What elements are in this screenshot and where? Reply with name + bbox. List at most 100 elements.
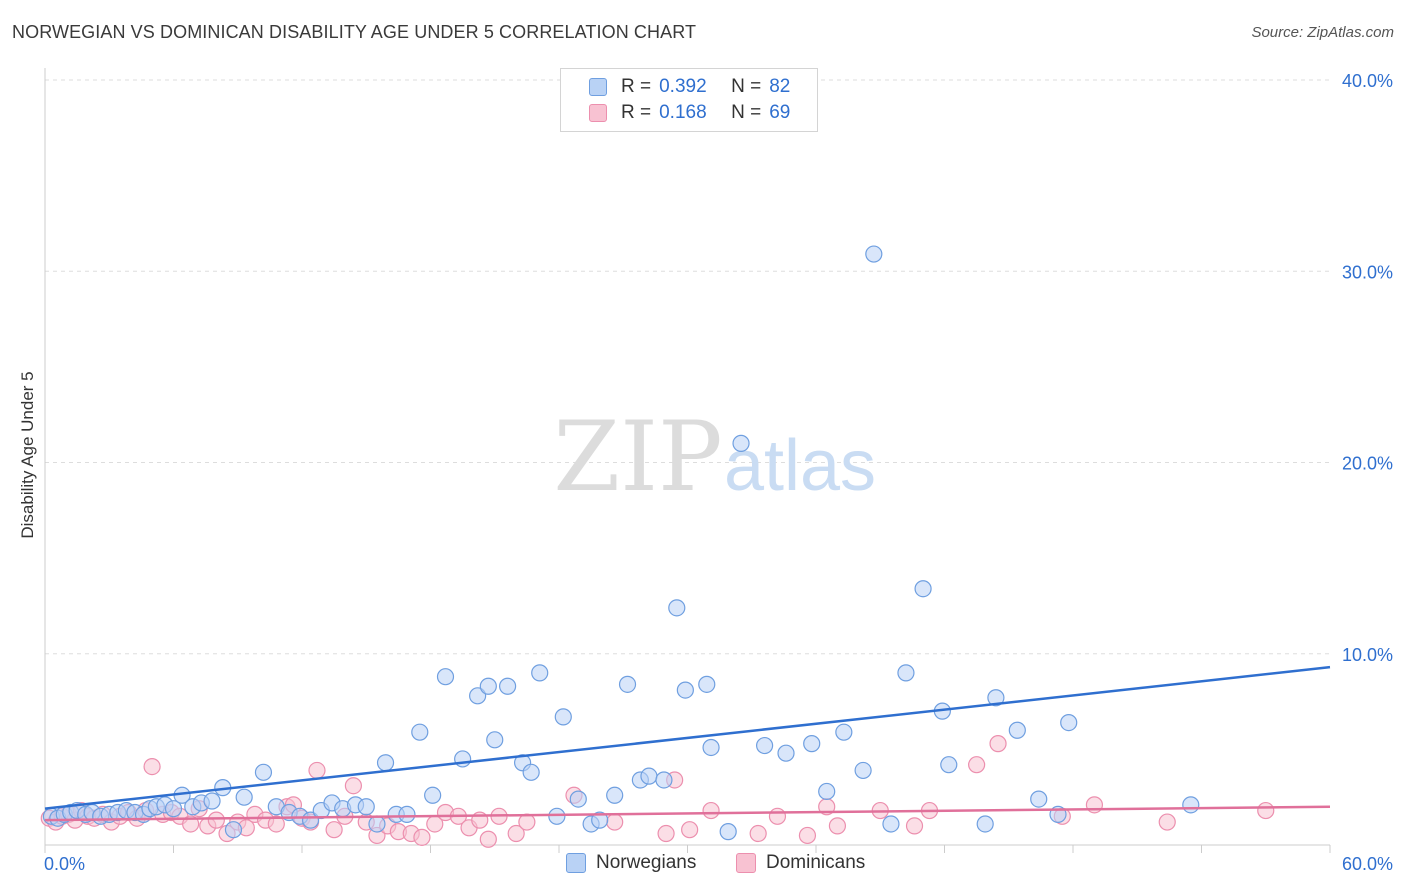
dominican-point <box>657 824 675 843</box>
norwegian-point <box>569 790 587 808</box>
norwegian-point <box>606 786 624 804</box>
norwegian-point <box>591 811 609 829</box>
dominican-point <box>267 815 285 833</box>
norwegian-point <box>1060 713 1078 732</box>
dominican-point <box>1257 801 1275 820</box>
r-value: 0.168 <box>659 102 707 123</box>
norwegian-point <box>376 754 395 772</box>
dominican-point <box>507 824 525 843</box>
axes <box>44 68 1331 853</box>
norwegian-point <box>865 245 883 263</box>
norwegian-point <box>368 815 386 833</box>
norwegian-point <box>897 664 915 682</box>
y-axis-label: Disability Age Under 5 <box>18 371 37 538</box>
norwegian-point <box>424 786 442 804</box>
tick-labels: 10.0% 20.0% 30.0% 40.0% 0.0% 60.0% <box>44 71 1393 874</box>
source-label: Source: ZipAtlas.com <box>1251 24 1394 41</box>
dominican-point <box>207 811 225 829</box>
norwegian-point <box>164 800 183 818</box>
norwegian-swatch <box>566 853 586 873</box>
norwegian-point <box>882 815 900 833</box>
norwegian-point <box>203 792 221 810</box>
dominican-point <box>702 801 720 820</box>
legend-label-norwegians: Norwegians <box>596 852 697 873</box>
norwegian-point <box>224 821 243 839</box>
correlation-legend: R = 0.392 N = 82 R = 0.168 N = 69 <box>560 68 818 132</box>
dominican-point <box>681 821 699 839</box>
r-label: R = <box>621 76 652 97</box>
norwegian-point <box>548 807 566 825</box>
y-tick-label: 10.0% <box>1342 645 1393 665</box>
dominican-point <box>798 826 817 845</box>
dominican-point <box>518 813 536 831</box>
norwegian-point <box>499 677 517 695</box>
norwegian-point <box>398 805 416 824</box>
chart-title: NORWEGIAN VS DOMINICAN DISABILITY AGE UN… <box>12 22 697 42</box>
watermark-zip: ZIP <box>553 401 722 513</box>
x-tick-label: 0.0% <box>44 854 85 874</box>
norwegian-point <box>987 689 1005 707</box>
norwegian-point <box>531 664 549 682</box>
legend-item-norwegians[interactable]: Norwegians <box>566 852 696 874</box>
dominican-point <box>1158 813 1176 831</box>
dominican-point <box>325 821 343 839</box>
norwegian-point <box>254 763 273 781</box>
norwegian-point <box>1008 721 1026 739</box>
watermark: ZIP atlas <box>553 401 876 513</box>
norwegian-point <box>719 823 737 841</box>
norwegian-trend-line <box>44 665 1331 810</box>
dominican-point <box>989 735 1007 753</box>
legend-label-dominicans: Dominicans <box>766 852 866 873</box>
norwegian-point <box>357 798 375 816</box>
norwegian-point <box>1182 796 1200 814</box>
norwegian-point <box>698 675 716 693</box>
dominican-point <box>143 757 161 776</box>
dominican-point <box>828 817 847 835</box>
norwegian-point <box>486 731 504 749</box>
dominican-trend-line <box>44 805 1331 822</box>
norwegian-point <box>818 782 836 801</box>
dominican-swatch <box>589 104 607 122</box>
n-label: N = <box>731 76 762 97</box>
dominican-point <box>606 813 624 831</box>
norwegian-point <box>755 736 774 755</box>
gridlines <box>45 79 1330 655</box>
norwegian-point <box>554 708 572 726</box>
legend-row-norwegians: R = 0.392 N = 82 <box>589 76 790 98</box>
n-value: 82 <box>769 76 791 97</box>
r-value: 0.392 <box>659 76 707 97</box>
dominican-point <box>749 824 767 843</box>
norwegian-point <box>436 668 455 686</box>
norwegian-point <box>1030 790 1048 808</box>
dominican-point <box>344 777 362 795</box>
n-value: 69 <box>769 102 791 123</box>
norwegian-point <box>732 434 750 452</box>
norwegian-swatch <box>589 78 607 96</box>
legend-row-dominicans: R = 0.168 N = 69 <box>589 102 790 124</box>
trend-lines <box>44 665 1331 822</box>
watermark-atlas: atlas <box>724 426 876 506</box>
legend-item-dominicans[interactable]: Dominicans <box>736 852 865 874</box>
norwegian-points <box>42 245 1200 841</box>
dominican-point <box>968 756 986 774</box>
dominican-point <box>479 830 497 848</box>
norwegian-point <box>702 738 720 757</box>
dominican-point <box>308 761 326 780</box>
norwegian-point <box>854 761 872 780</box>
norwegian-point <box>668 599 686 617</box>
norwegian-point <box>835 723 853 741</box>
norwegian-point <box>803 735 821 753</box>
norwegian-point <box>469 687 487 705</box>
norwegian-point <box>640 767 658 785</box>
norwegian-point <box>618 675 637 693</box>
norwegian-point <box>940 756 958 774</box>
norwegian-point <box>914 580 932 598</box>
y-tick-label: 30.0% <box>1342 262 1393 282</box>
norwegian-point <box>976 815 994 833</box>
norwegian-point <box>411 723 429 741</box>
series-legend: Norwegians Dominicans <box>0 852 1406 878</box>
norwegian-point <box>235 788 253 806</box>
dominican-point <box>413 828 431 846</box>
norwegian-point <box>522 763 540 781</box>
norwegian-point <box>655 771 673 789</box>
